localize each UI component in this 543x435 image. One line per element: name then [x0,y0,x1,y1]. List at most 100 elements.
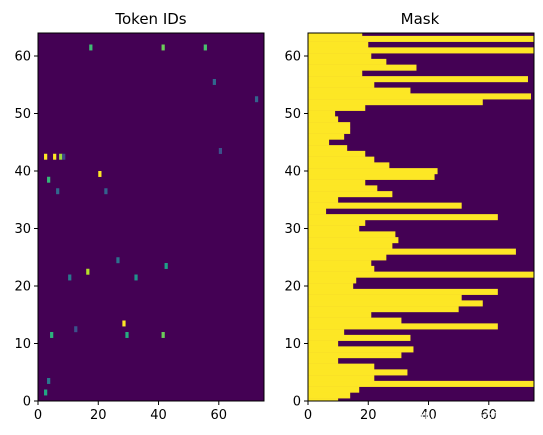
mask-row [308,208,327,215]
mask-row [308,352,402,359]
mask-row [308,231,396,238]
y-tick-label: 40 [284,165,301,180]
mask-row [308,380,534,387]
y-tick-label: 60 [284,50,301,65]
heatmap-cell [59,153,63,160]
x-tick-label: 40 [420,408,437,423]
mask-row [308,317,402,324]
token-ids-y-axis: 0 10 20 30 40 50 60 [14,50,38,410]
x-tick-label: 40 [150,408,167,423]
y-tick-label: 20 [284,280,301,295]
mask-panel: Mask 0 20 40 60 0 10 20 30 40 50 60 [284,10,535,423]
mask-row [308,53,372,60]
mask-row [308,127,351,134]
mask-row [308,185,378,192]
token-ids-x-axis: 0 20 40 60 [34,401,227,423]
x-tick-label: 0 [34,408,42,423]
mask-row [308,110,336,117]
y-tick-label: 10 [14,337,31,352]
mask-row [308,311,372,318]
mask-row [308,104,366,111]
mask-title: Mask [401,10,440,28]
heatmap-cell [122,320,126,327]
mask-row [308,58,387,65]
mask-row [308,145,348,152]
mask-row [308,47,534,54]
mask-row [308,271,534,278]
mask-row [308,392,351,399]
mask-row [308,363,375,370]
mask-row [308,357,339,364]
heatmap-cell [134,274,138,281]
token-ids-frame [37,32,265,402]
mask-row [308,294,462,301]
heatmap-cell [254,96,259,103]
x-tick-label: 60 [481,408,498,423]
mask-row [308,87,411,94]
watermark: CSDN @今晚打佬虎 [392,409,530,427]
y-tick-label: 40 [14,165,31,180]
y-tick-label: 30 [14,222,31,237]
mask-row [308,237,399,244]
heatmap-cell [53,153,57,160]
heatmap-cell [47,176,51,183]
mask-row [308,93,531,100]
mask-row [308,398,339,402]
heatmap-background [38,33,264,401]
mask-row [308,179,366,186]
mask-row [308,139,330,146]
heatmap-cell [56,188,60,195]
heatmap-cell [86,268,90,275]
mask-row [308,173,435,180]
heatmap-cell [104,188,108,195]
mask-row [308,168,438,175]
mask-row [308,156,375,163]
mask-row [308,340,339,347]
y-tick-label: 60 [14,50,31,65]
mask-row [308,33,363,37]
heatmap-cell [44,389,48,396]
mask-row [308,334,411,341]
mask-row [308,306,459,313]
mask-row [308,191,393,198]
mask-row [308,35,534,42]
mask-row [308,323,498,330]
heatmap-cell [116,257,120,264]
mask-row [308,242,393,249]
mask-row [308,225,360,232]
mask-row [308,122,351,129]
mask-row [308,283,354,290]
mask-row [308,265,375,272]
heatmap-cell [47,378,51,384]
mask-x-axis: 0 20 40 60 [304,401,497,423]
mask-row [308,346,414,353]
mask-row [308,70,363,77]
heatmap-cell [89,44,93,51]
heatmap-cell [164,263,168,269]
mask-row [308,133,345,140]
mask-row [308,64,417,71]
heatmap-cell [98,171,102,177]
mask-row [308,248,516,255]
x-tick-label: 0 [304,408,312,423]
mask-row [308,41,369,48]
heatmap-cell [203,44,207,51]
token-ids-heatmap [38,33,264,401]
token-ids-panel: Token IDs 0 20 40 60 0 10 20 30 40 50 60 [14,10,265,423]
mask-row [308,288,498,295]
heatmap-cell [62,153,66,160]
y-tick-label: 50 [284,107,301,122]
mask-row [308,277,357,284]
y-tick-label: 30 [284,222,301,237]
mask-row [308,196,339,203]
mask-row [308,99,483,106]
x-tick-label: 20 [360,408,377,423]
heatmap-cell [74,326,78,333]
mask-row [308,150,366,157]
heatmap-cell [125,332,129,338]
y-tick-label: 0 [23,395,31,410]
heatmap-cell [212,79,216,85]
y-tick-label: 20 [14,280,31,295]
mask-row [308,329,345,336]
